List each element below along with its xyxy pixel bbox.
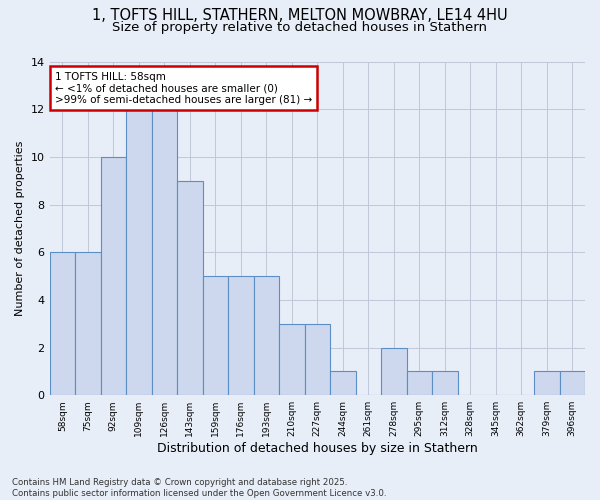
Bar (228, 276, 254, 395)
Bar (381, 348, 407, 395)
Text: 1 TOFTS HILL: 58sqm
← <1% of detached houses are smaller (0)
>99% of semi-detach: 1 TOFTS HILL: 58sqm ← <1% of detached ho… (55, 72, 312, 104)
Bar (534, 372, 560, 395)
Bar (152, 109, 177, 395)
Bar (432, 372, 458, 395)
Bar (50, 252, 75, 395)
Text: Contains HM Land Registry data © Crown copyright and database right 2025.
Contai: Contains HM Land Registry data © Crown c… (12, 478, 386, 498)
Bar (407, 372, 432, 395)
Bar (126, 109, 152, 395)
Text: Size of property relative to detached houses in Stathern: Size of property relative to detached ho… (113, 21, 487, 34)
X-axis label: Distribution of detached houses by size in Stathern: Distribution of detached houses by size … (157, 442, 478, 455)
Bar (254, 276, 279, 395)
Bar (330, 372, 356, 395)
Bar (101, 157, 126, 395)
Bar (203, 276, 228, 395)
Bar (177, 180, 203, 395)
Bar (305, 324, 330, 395)
Y-axis label: Number of detached properties: Number of detached properties (15, 140, 25, 316)
Bar (560, 372, 585, 395)
Text: 1, TOFTS HILL, STATHERN, MELTON MOWBRAY, LE14 4HU: 1, TOFTS HILL, STATHERN, MELTON MOWBRAY,… (92, 8, 508, 22)
Bar (279, 324, 305, 395)
Bar (75, 252, 101, 395)
